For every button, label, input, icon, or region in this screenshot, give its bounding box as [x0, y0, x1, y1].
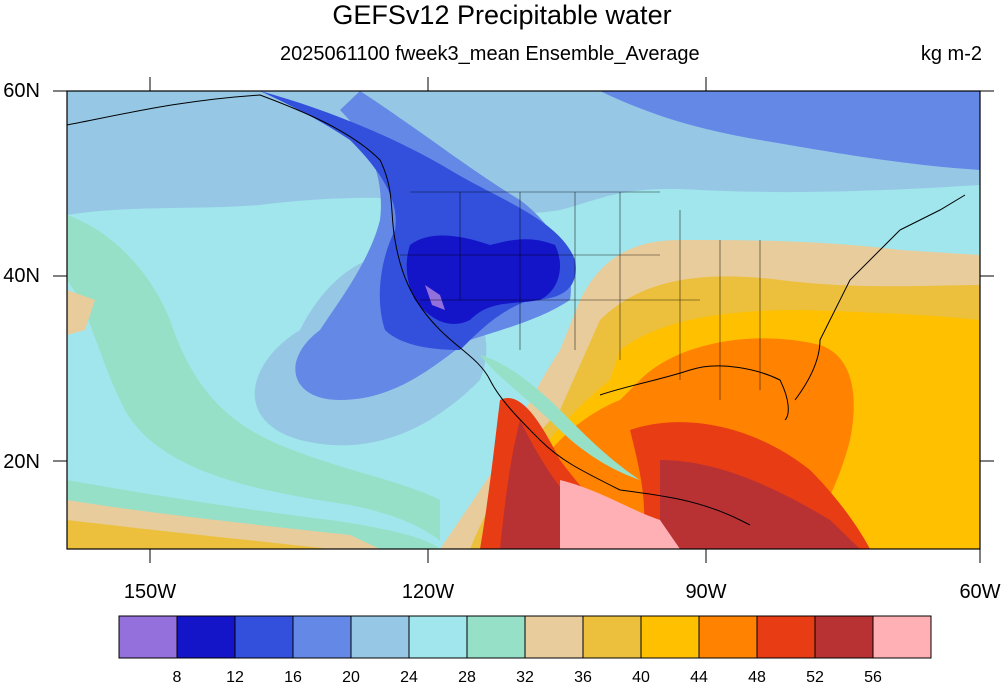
map-title: GEFSv12 Precipitable water [332, 0, 672, 30]
colorbar-box-3 [292, 615, 352, 659]
pw-band-32-mexico [480, 355, 640, 480]
colorbar-box-12 [814, 615, 874, 659]
colorbar-label-40: 40 [632, 669, 650, 684]
colorbar-label-28: 28 [458, 669, 476, 684]
colorbar-boxes [118, 615, 932, 659]
pw-band-36-far-west [67, 290, 95, 335]
units-label: kg m-2 [920, 43, 982, 65]
pw-band-20-east [600, 91, 980, 170]
pw-band-56-east [660, 460, 860, 549]
colorbar-box-9 [640, 615, 700, 659]
lon-label-90w: 90W [685, 581, 727, 603]
contour-fill-layer [67, 91, 980, 549]
map-frame [66, 90, 981, 550]
colorbar-label-20: 20 [342, 669, 360, 684]
colorbar-box-1 [176, 615, 236, 659]
colorbar-labels: 8 12 16 20 24 28 32 36 40 44 48 52 56 [173, 669, 882, 684]
colorbar-label-24: 24 [400, 669, 418, 684]
colorbar-box-4 [350, 615, 410, 659]
colorbar-label-16: 16 [284, 669, 302, 684]
tick-marks [53, 77, 994, 563]
map-subtitle: 2025061100 fweek3_mean Ensemble_Average [280, 43, 700, 65]
colorbar-label-48: 48 [748, 669, 766, 684]
pw-band-8 [425, 285, 445, 310]
pw-band-12 [406, 235, 560, 324]
colorbar-box-10 [698, 615, 758, 659]
lat-label-20n: 20N [3, 451, 40, 473]
colorbar-box-13 [872, 615, 932, 659]
lon-label-150w: 150W [123, 581, 177, 603]
colorbar-box-2 [234, 615, 294, 659]
colorbar-box-5 [408, 615, 468, 659]
colorbar-label-52: 52 [806, 669, 824, 684]
pw-band-40-sw [67, 520, 330, 549]
colorbar-label-56: 56 [864, 669, 882, 684]
colorbar-label-32: 32 [516, 669, 534, 684]
colorbar-box-7 [524, 615, 584, 659]
colorbar-label-44: 44 [690, 669, 708, 684]
lat-label-40n: 40N [3, 265, 40, 287]
pw-band-60 [560, 480, 680, 549]
lon-label-120w: 120W [401, 581, 455, 603]
colorbar-label-8: 8 [173, 669, 182, 684]
colorbar-box-8 [582, 615, 642, 659]
lon-label-60w: 60W [959, 581, 1001, 603]
colorbar-box-6 [466, 615, 526, 659]
pw-band-56-west [500, 420, 640, 549]
lat-label-60n: 60N [3, 80, 40, 102]
colorbar-box-11 [756, 615, 816, 659]
state-borders [400, 191, 761, 400]
colorbar-box-0 [118, 615, 178, 659]
coastlines [67, 94, 966, 526]
pw-band-28-west [67, 280, 450, 549]
colorbar-label-12: 12 [226, 669, 244, 684]
colorbar-label-36: 36 [574, 669, 592, 684]
